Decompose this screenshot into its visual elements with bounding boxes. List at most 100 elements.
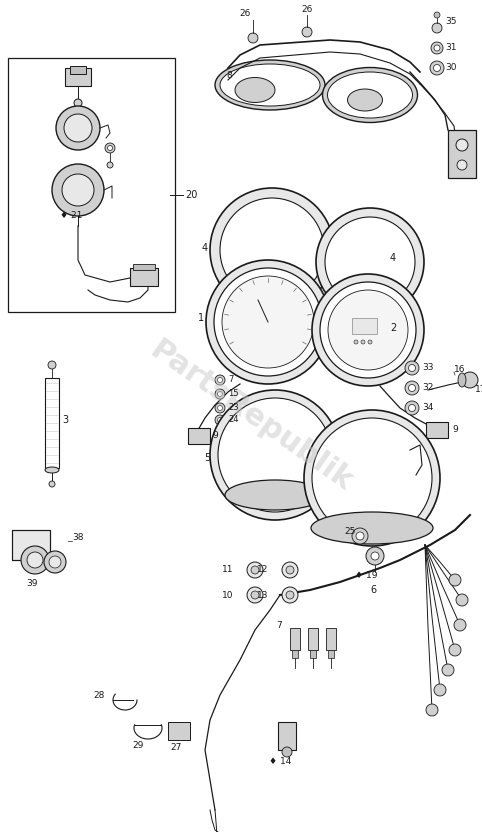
- Circle shape: [457, 160, 467, 170]
- Text: 7: 7: [228, 375, 233, 384]
- Bar: [426, 422, 448, 438]
- Circle shape: [251, 591, 259, 599]
- Ellipse shape: [348, 89, 383, 111]
- Ellipse shape: [225, 480, 325, 510]
- Circle shape: [405, 401, 419, 415]
- Text: 9: 9: [452, 425, 458, 434]
- Ellipse shape: [458, 373, 466, 387]
- Circle shape: [282, 747, 292, 757]
- Bar: [65, 68, 91, 86]
- Bar: [12, 530, 50, 560]
- Circle shape: [215, 389, 225, 399]
- Circle shape: [328, 290, 408, 370]
- Text: 25: 25: [344, 527, 356, 536]
- Bar: [8, 58, 175, 312]
- Text: 33: 33: [422, 364, 433, 373]
- Bar: [310, 650, 316, 658]
- Circle shape: [215, 375, 225, 385]
- Ellipse shape: [220, 64, 320, 106]
- Circle shape: [405, 361, 419, 375]
- Circle shape: [434, 45, 440, 51]
- Bar: [290, 628, 300, 650]
- Circle shape: [215, 415, 225, 425]
- Ellipse shape: [327, 72, 413, 118]
- Text: 6: 6: [370, 585, 376, 595]
- Circle shape: [361, 340, 365, 344]
- Text: 3: 3: [62, 415, 68, 425]
- Circle shape: [74, 99, 82, 107]
- Circle shape: [456, 594, 468, 606]
- Text: 15: 15: [228, 389, 239, 399]
- Bar: [130, 268, 158, 286]
- Circle shape: [462, 372, 478, 388]
- Bar: [168, 722, 190, 740]
- Text: 11: 11: [222, 566, 233, 575]
- Text: 7: 7: [276, 621, 282, 630]
- Circle shape: [286, 591, 294, 599]
- Text: 35: 35: [445, 17, 456, 27]
- Circle shape: [222, 276, 314, 368]
- Circle shape: [206, 260, 330, 384]
- Text: 27: 27: [170, 744, 181, 752]
- Ellipse shape: [45, 467, 59, 473]
- Text: ♦ 14: ♦ 14: [269, 757, 291, 766]
- Text: 31: 31: [445, 43, 456, 52]
- Circle shape: [210, 188, 334, 312]
- Text: 24: 24: [228, 415, 239, 424]
- Circle shape: [304, 410, 440, 546]
- Text: ♦ 19: ♦ 19: [355, 572, 377, 581]
- Circle shape: [282, 587, 298, 603]
- Bar: [292, 650, 298, 658]
- Circle shape: [282, 562, 298, 578]
- Circle shape: [368, 340, 372, 344]
- Circle shape: [312, 274, 424, 386]
- Circle shape: [27, 552, 43, 568]
- Circle shape: [325, 217, 415, 307]
- Ellipse shape: [235, 77, 275, 102]
- Circle shape: [21, 546, 49, 574]
- Text: 30: 30: [445, 63, 456, 72]
- Circle shape: [286, 566, 294, 574]
- Circle shape: [320, 282, 416, 378]
- Circle shape: [107, 162, 113, 168]
- Circle shape: [409, 404, 415, 412]
- Text: 38: 38: [72, 533, 83, 542]
- Text: 16: 16: [454, 365, 466, 374]
- Circle shape: [62, 174, 94, 206]
- Circle shape: [449, 574, 461, 586]
- Circle shape: [210, 390, 340, 520]
- Circle shape: [105, 143, 115, 153]
- Text: 17: 17: [475, 385, 482, 394]
- Circle shape: [430, 61, 444, 75]
- Bar: [308, 628, 318, 650]
- Circle shape: [426, 704, 438, 716]
- Circle shape: [217, 405, 223, 410]
- Circle shape: [56, 106, 100, 150]
- Circle shape: [434, 684, 446, 696]
- Text: 34: 34: [422, 404, 433, 413]
- Text: 26: 26: [239, 9, 251, 18]
- Circle shape: [409, 384, 415, 392]
- Circle shape: [442, 664, 454, 676]
- Text: 39: 39: [26, 578, 38, 587]
- Text: PartsRepublik: PartsRepublik: [144, 335, 357, 497]
- Bar: [326, 628, 336, 650]
- Circle shape: [449, 644, 461, 656]
- Text: 5: 5: [204, 453, 210, 463]
- Bar: [70, 66, 86, 74]
- Bar: [448, 130, 476, 178]
- Circle shape: [247, 562, 263, 578]
- Circle shape: [215, 403, 225, 413]
- Circle shape: [107, 146, 112, 151]
- Text: 32: 32: [422, 384, 433, 393]
- Circle shape: [248, 33, 258, 43]
- Text: 9: 9: [212, 432, 218, 440]
- Bar: [328, 650, 334, 658]
- Circle shape: [312, 418, 432, 538]
- Text: 28: 28: [94, 691, 105, 700]
- Bar: [278, 722, 296, 750]
- Circle shape: [48, 361, 56, 369]
- Circle shape: [302, 27, 312, 37]
- Circle shape: [214, 268, 322, 376]
- Text: 4: 4: [202, 243, 208, 253]
